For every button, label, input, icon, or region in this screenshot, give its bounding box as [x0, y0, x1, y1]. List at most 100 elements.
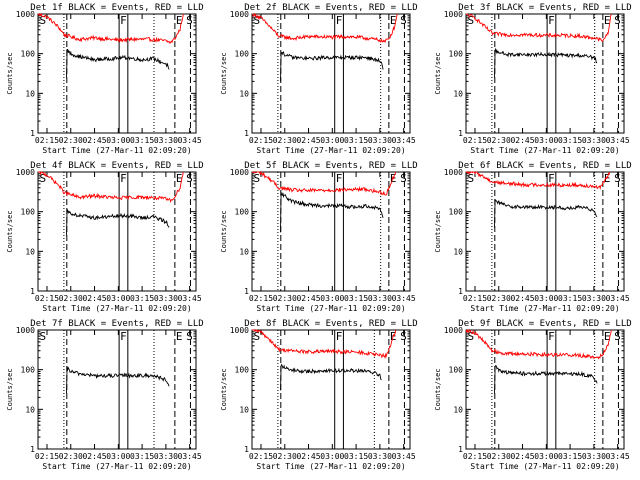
x-tick-label: 03:30: [154, 136, 178, 145]
y-tick-label: 100: [235, 208, 250, 217]
x-tick-label: 03:30: [368, 294, 392, 303]
event-marker-E: E: [176, 14, 183, 27]
x-tick-label: 03:00: [320, 294, 344, 303]
x-tick-label: 03:45: [606, 294, 630, 303]
y-axis-label: Counts/sec: [6, 368, 14, 410]
x-tick-label: 02:45: [296, 294, 320, 303]
x-tick-label: 02:45: [82, 294, 106, 303]
event-marker-S: S: [468, 330, 475, 343]
x-tick-label: 03:00: [320, 136, 344, 145]
event-marker-E: E: [176, 172, 183, 185]
y-tick-label: 1000: [444, 326, 463, 335]
x-tick-label: 03:45: [606, 452, 630, 461]
series-events-line: [66, 48, 170, 78]
series-lld-line: [38, 171, 184, 203]
event-marker-S: S: [254, 14, 261, 27]
event-marker-F: F: [336, 14, 343, 27]
y-tick-label: 1000: [16, 10, 35, 19]
series-events-line: [494, 364, 598, 394]
event-marker-S: S: [468, 14, 475, 27]
x-tick-label: 03:30: [368, 452, 392, 461]
panel-title: Det 7f BLACK = Events, RED = LLD: [30, 319, 203, 329]
y-tick-label: 10: [239, 89, 249, 98]
x-tick-label: 02:30: [487, 136, 511, 145]
x-tick-label: 02:15: [249, 452, 273, 461]
y-axis-label: Counts/sec: [434, 52, 442, 94]
panel-2: Det 2f BLACK = Events, RED = LLD 1 10 100 10…: [220, 3, 418, 155]
x-tick-label: 02:45: [296, 452, 320, 461]
event-marker-E: E: [390, 172, 397, 185]
y-tick-label: 100: [235, 366, 250, 375]
x-tick-label: 03:30: [582, 136, 606, 145]
y-tick-label: 1: [458, 445, 463, 454]
panel-title: Det 5f BLACK = Events, RED = LLD: [244, 161, 417, 171]
event-marker-F: F: [548, 172, 555, 185]
x-tick-label: 03:15: [558, 136, 582, 145]
x-tick-label: 03:15: [344, 452, 368, 461]
x-axis-label: Start Time (27-Mar-11 02:09:20): [256, 304, 405, 313]
plot-frame: [465, 329, 625, 450]
x-tick-label: 03:00: [534, 294, 558, 303]
x-tick-label: 02:30: [273, 452, 297, 461]
event-marker-S: S: [614, 14, 621, 27]
x-tick-label: 03:15: [344, 294, 368, 303]
panel-title: Det 4f BLACK = Events, RED = LLD: [30, 161, 203, 171]
panel-9: Det 9f BLACK = Events, RED = LLD 1 10 100 10…: [434, 319, 632, 471]
series-lld-line: [466, 171, 611, 190]
y-tick-label: 100: [235, 50, 250, 59]
series-events-line: [494, 199, 598, 228]
y-tick-label: 1000: [16, 168, 35, 177]
x-tick-label: 02:45: [82, 452, 106, 461]
event-marker-E: E: [604, 330, 611, 343]
x-tick-label: 03:45: [392, 136, 416, 145]
event-marker-E: E: [604, 14, 611, 27]
event-marker-S: S: [254, 330, 261, 343]
y-tick-label: 1000: [230, 168, 249, 177]
x-axis-label: Start Time (27-Mar-11 02:09:20): [42, 146, 191, 155]
x-axis-label: Start Time (27-Mar-11 02:09:20): [470, 146, 619, 155]
event-marker-S: S: [614, 330, 621, 343]
event-marker-F: F: [336, 330, 343, 343]
series-lld-line: [252, 170, 397, 196]
panel-title: Det 3f BLACK = Events, RED = LLD: [458, 3, 631, 13]
x-tick-label: 02:45: [296, 136, 320, 145]
y-tick-label: 1000: [230, 326, 249, 335]
y-axis-label: Counts/sec: [434, 210, 442, 252]
panel-5: Det 5f BLACK = Events, RED = LLD 1 10 100 10…: [220, 161, 418, 313]
x-tick-label: 03:30: [154, 452, 178, 461]
panel-title: Det 9f BLACK = Events, RED = LLD: [458, 319, 631, 329]
event-marker-S: S: [614, 172, 621, 185]
x-axis-label: Start Time (27-Mar-11 02:09:20): [470, 304, 619, 313]
panel-7: Det 7f BLACK = Events, RED = LLD 1 10 100 10…: [6, 319, 204, 471]
y-axis-label: Counts/sec: [434, 368, 442, 410]
x-tick-label: 03:00: [534, 452, 558, 461]
x-tick-label: 02:30: [487, 452, 511, 461]
x-tick-label: 03:15: [344, 136, 368, 145]
x-tick-label: 03:45: [392, 452, 416, 461]
y-tick-label: 100: [449, 366, 464, 375]
x-tick-label: 03:45: [178, 136, 202, 145]
y-axis-label: Counts/sec: [6, 210, 14, 252]
series-events-line: [66, 208, 170, 236]
series-events-line: [280, 192, 384, 233]
y-axis-label: Counts/sec: [220, 52, 228, 94]
x-axis-label: Start Time (27-Mar-11 02:09:20): [256, 146, 405, 155]
x-tick-label: 02:30: [59, 294, 83, 303]
event-marker-S: S: [186, 14, 193, 27]
panel-6: Det 6f BLACK = Events, RED = LLD 1 10 100 10…: [434, 161, 632, 313]
plot-frame: [37, 171, 197, 292]
y-tick-label: 1000: [230, 10, 249, 19]
series-events-line: [280, 51, 384, 82]
x-tick-label: 03:15: [130, 452, 154, 461]
event-marker-E: E: [604, 172, 611, 185]
y-tick-label: 10: [453, 89, 463, 98]
x-tick-label: 03:00: [106, 136, 130, 145]
series-lld-line: [252, 12, 398, 43]
panel-3: Det 3f BLACK = Events, RED = LLD 1 10 100 10…: [434, 3, 632, 155]
panel-title: Det 8f BLACK = Events, RED = LLD: [244, 319, 417, 329]
x-tick-label: 03:00: [534, 136, 558, 145]
event-marker-S: S: [40, 14, 47, 27]
x-tick-label: 02:30: [273, 136, 297, 145]
panel-title: Det 2f BLACK = Events, RED = LLD: [244, 3, 417, 13]
